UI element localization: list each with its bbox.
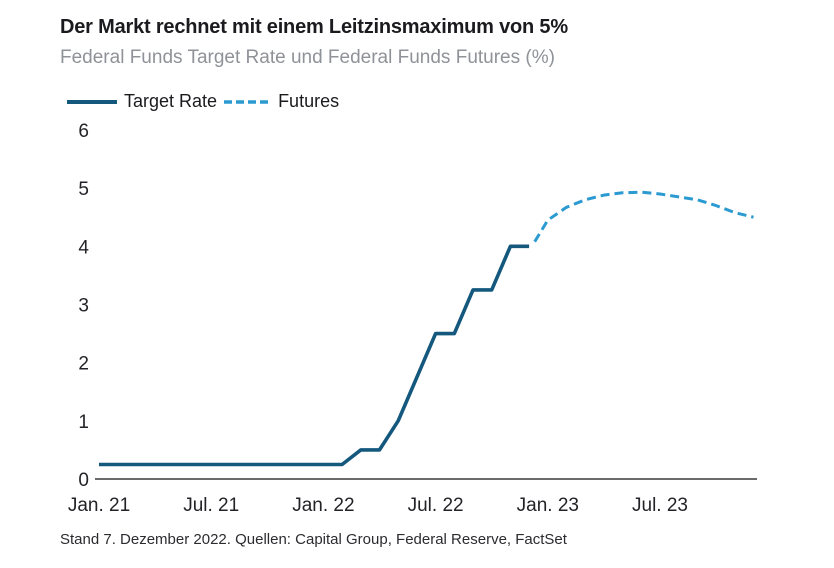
target-rate-line	[99, 244, 530, 467]
x-tick-label: Jan. 22	[292, 495, 354, 516]
x-tick-label: Jul. 23	[632, 495, 688, 516]
legend-label-futures: Futures	[278, 91, 340, 111]
x-tick-label: Jul. 21	[183, 495, 239, 516]
y-tick-label: 6	[78, 121, 89, 142]
x-tick-label: Jan. 23	[517, 495, 579, 516]
y-tick-label: 3	[78, 295, 89, 316]
y-tick-label: 5	[78, 179, 89, 200]
y-tick-label: 1	[78, 412, 89, 433]
chart-subtitle: Federal Funds Target Rate und Federal Fu…	[60, 47, 555, 68]
x-tick-label: Jan. 21	[68, 495, 130, 516]
y-tick-label: 4	[78, 237, 89, 258]
y-tick-label: 0	[78, 470, 89, 491]
chart-title: Der Markt rechnet mit einem Leitzinsmaxi…	[60, 16, 568, 38]
y-tick-label: 2	[78, 354, 89, 375]
x-tick-label: Jul. 22	[408, 495, 464, 516]
source-note: Stand 7. Dezember 2022. Quellen: Capital…	[60, 531, 567, 548]
target-rate-line-swatch	[67, 99, 117, 105]
futures-line-swatch	[224, 99, 272, 105]
legend-label-target-rate: Target Rate	[124, 91, 218, 111]
chart-legend: Target Rate Futures	[67, 91, 339, 112]
futures-line	[533, 190, 754, 243]
